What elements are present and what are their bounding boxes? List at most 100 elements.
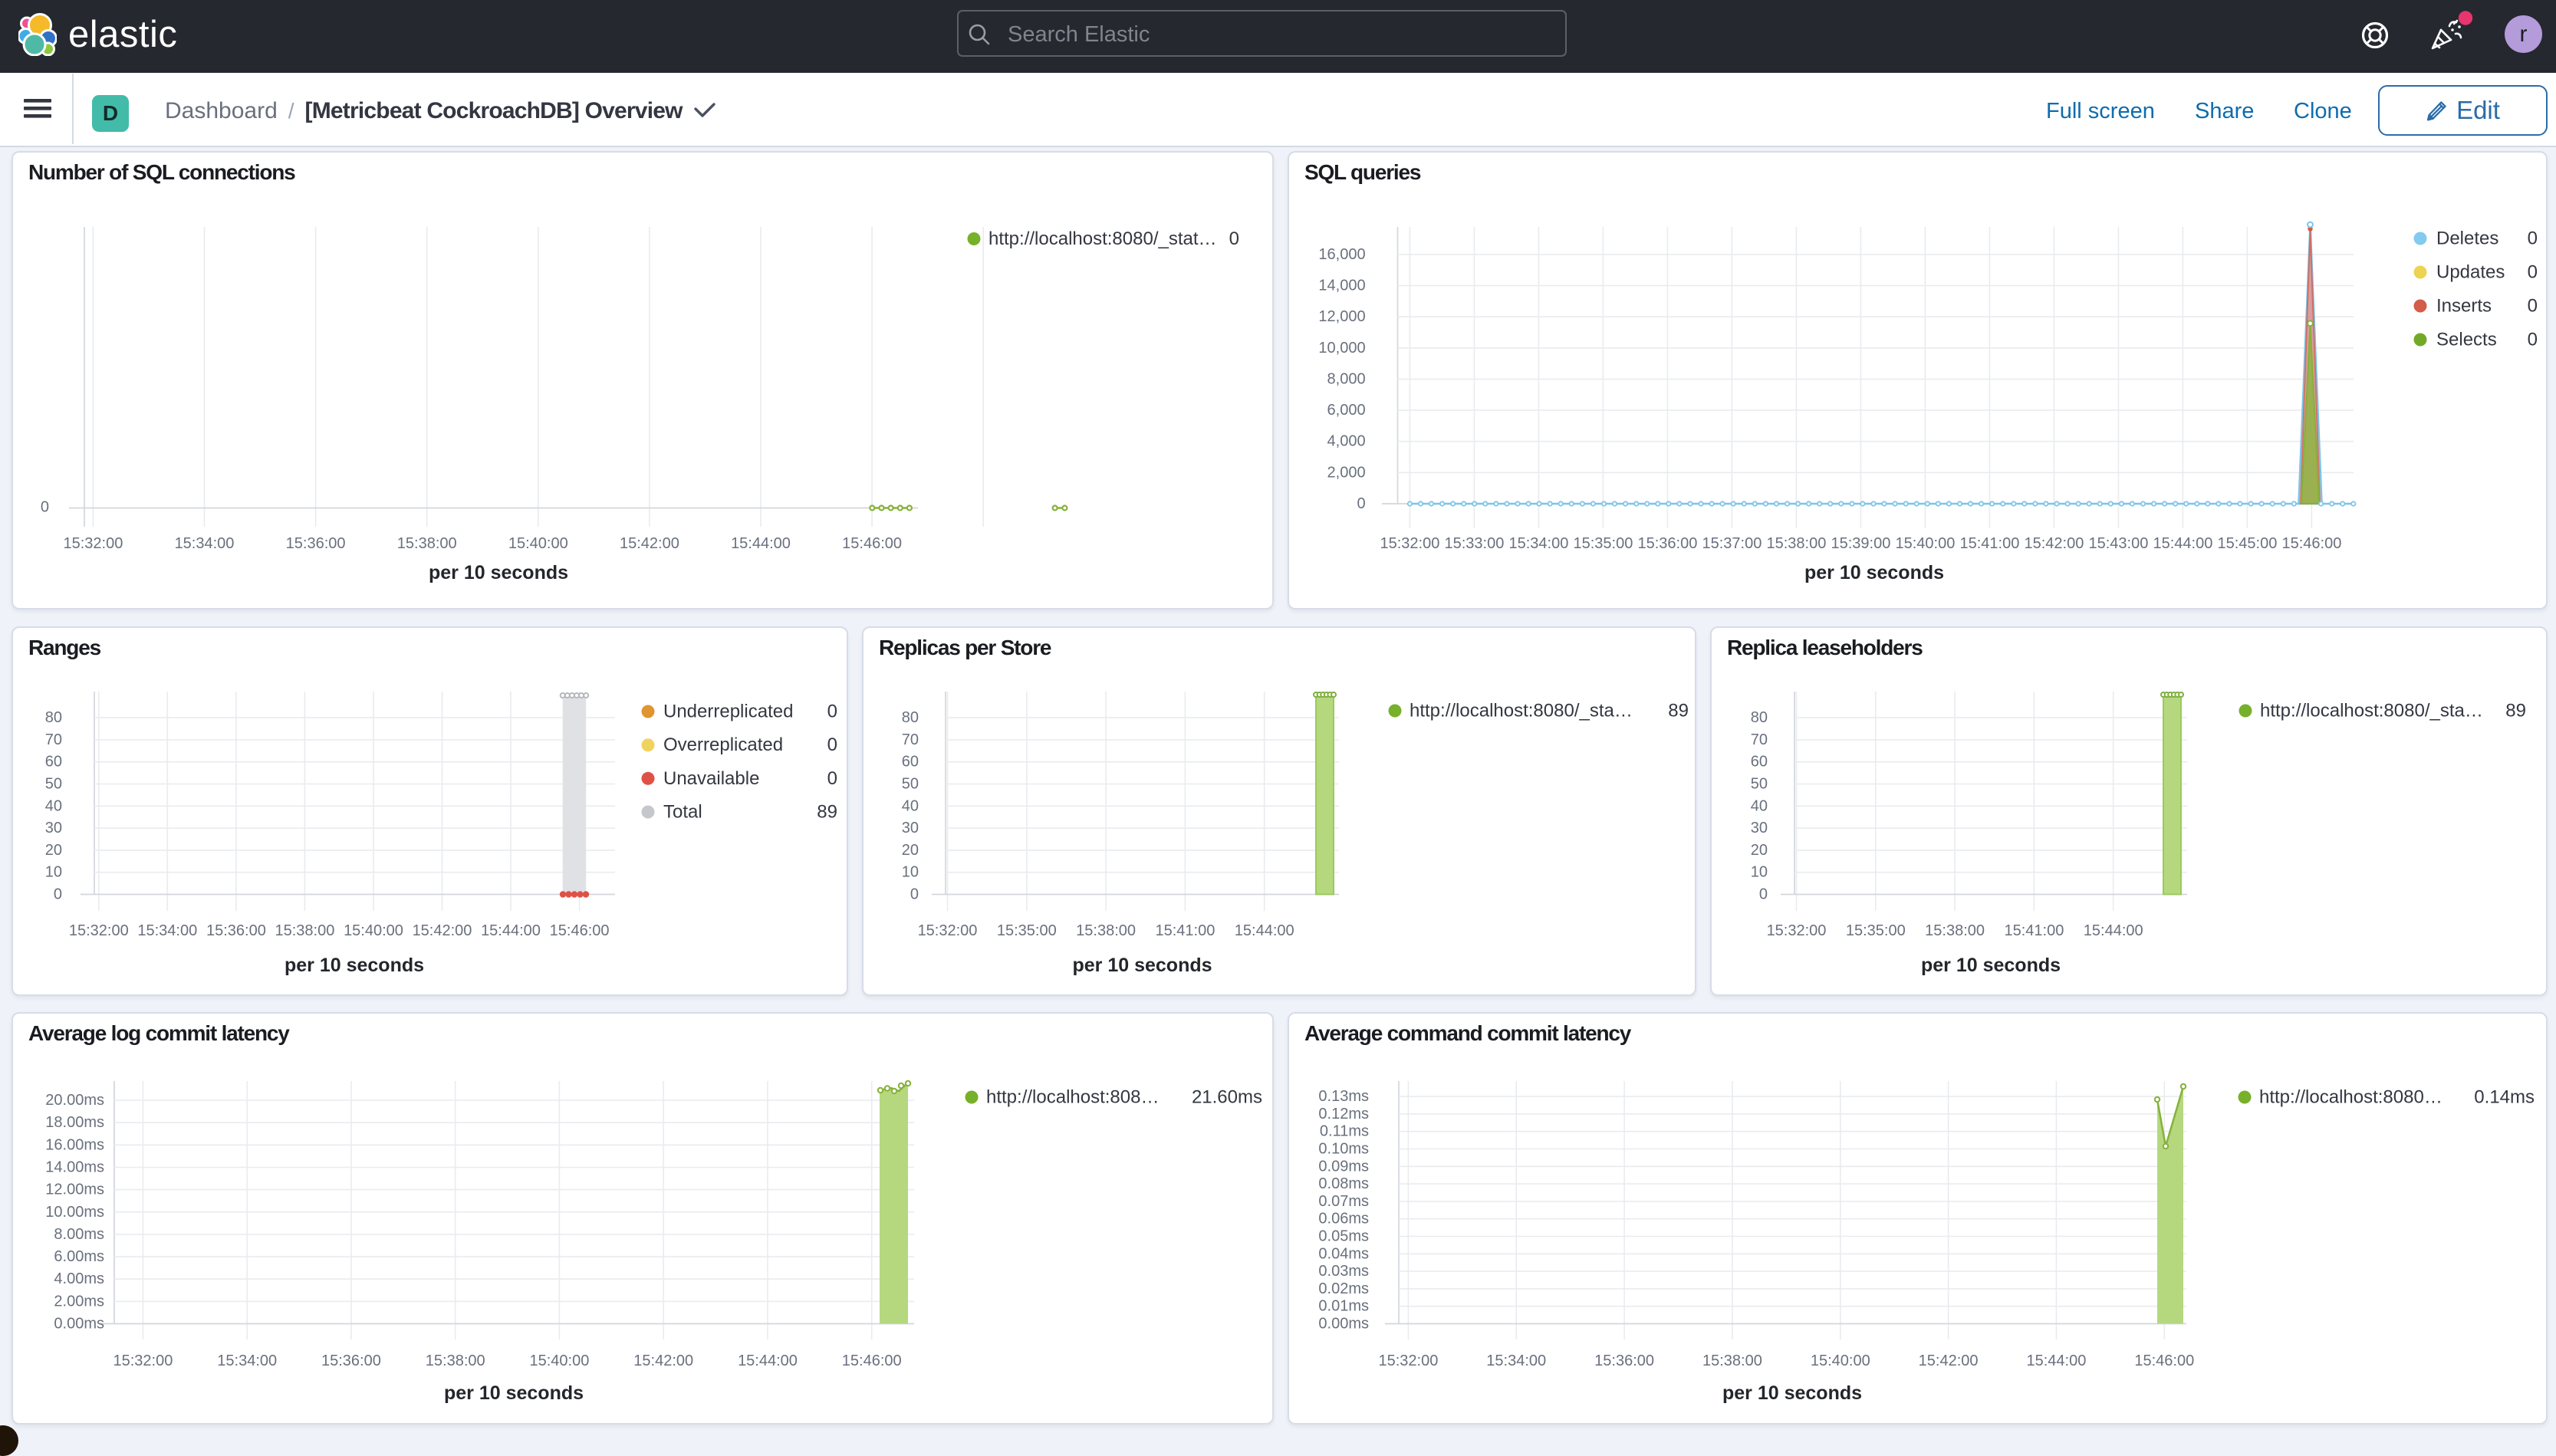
svg-text:30: 30 — [902, 820, 919, 836]
svg-text:15:35:00: 15:35:00 — [1573, 535, 1633, 552]
svg-text:15:35:00: 15:35:00 — [997, 922, 1057, 939]
svg-text:Selects: Selects — [2436, 330, 2497, 350]
svg-text:10: 10 — [45, 864, 62, 881]
svg-text:60: 60 — [902, 754, 919, 771]
svg-text:16,000: 16,000 — [1318, 246, 1365, 263]
svg-text:15:35:00: 15:35:00 — [1846, 922, 1906, 939]
svg-text:50: 50 — [1751, 776, 1768, 793]
svg-text:15:44:00: 15:44:00 — [2153, 535, 2212, 552]
svg-text:0: 0 — [1357, 495, 1365, 512]
svg-text:15:46:00: 15:46:00 — [550, 922, 610, 939]
svg-text:2,000: 2,000 — [1327, 464, 1366, 481]
svg-text:15:40:00: 15:40:00 — [344, 922, 403, 939]
svg-text:30: 30 — [1751, 820, 1768, 836]
svg-text:6,000: 6,000 — [1327, 402, 1366, 419]
svg-text:15:37:00: 15:37:00 — [1702, 535, 1762, 552]
svg-text:0: 0 — [827, 768, 837, 789]
svg-text:18.00ms: 18.00ms — [45, 1114, 104, 1131]
svg-text:12.00ms: 12.00ms — [45, 1182, 104, 1198]
svg-text:89: 89 — [1668, 701, 1689, 721]
svg-text:15:46:00: 15:46:00 — [842, 1352, 902, 1369]
svg-text:0.00ms: 0.00ms — [1318, 1316, 1369, 1333]
svg-text:15:44:00: 15:44:00 — [2084, 922, 2143, 939]
svg-text:15:44:00: 15:44:00 — [1235, 922, 1294, 939]
svg-text:15:36:00: 15:36:00 — [321, 1352, 381, 1369]
svg-text:0.13ms: 0.13ms — [1318, 1088, 1369, 1105]
svg-text:15:36:00: 15:36:00 — [1594, 1352, 1654, 1369]
svg-text:15:34:00: 15:34:00 — [1508, 535, 1568, 552]
svg-text:http://localhost:8080…: http://localhost:8080… — [2259, 1087, 2443, 1108]
svg-text:Updates: Updates — [2436, 262, 2505, 283]
svg-text:70: 70 — [45, 731, 62, 748]
svg-text:15:38:00: 15:38:00 — [1766, 535, 1826, 552]
svg-text:per 10 seconds: per 10 seconds — [1921, 955, 2061, 976]
svg-text:15:34:00: 15:34:00 — [137, 922, 197, 939]
svg-text:15:39:00: 15:39:00 — [1831, 535, 1890, 552]
svg-text:Inserts: Inserts — [2436, 296, 2492, 317]
svg-text:15:32:00: 15:32:00 — [1767, 922, 1827, 939]
svg-text:10,000: 10,000 — [1318, 340, 1365, 357]
svg-text:0.00ms: 0.00ms — [54, 1316, 104, 1333]
svg-text:15:38:00: 15:38:00 — [426, 1352, 485, 1369]
svg-text:15:42:00: 15:42:00 — [620, 535, 679, 552]
svg-text:Underreplicated: Underreplicated — [663, 702, 793, 722]
svg-text:per 10 seconds: per 10 seconds — [285, 955, 424, 976]
svg-text:2.00ms: 2.00ms — [54, 1293, 104, 1310]
svg-text:15:38:00: 15:38:00 — [1702, 1352, 1762, 1369]
svg-text:http://localhost:808…: http://localhost:808… — [986, 1087, 1159, 1108]
svg-text:40: 40 — [45, 797, 62, 814]
svg-text:15:42:00: 15:42:00 — [413, 922, 472, 939]
svg-text:30: 30 — [45, 820, 62, 836]
svg-text:15:38:00: 15:38:00 — [1076, 922, 1136, 939]
svg-text:15:45:00: 15:45:00 — [2217, 535, 2277, 552]
svg-text:15:38:00: 15:38:00 — [275, 922, 334, 939]
svg-text:8.00ms: 8.00ms — [54, 1226, 104, 1243]
svg-text:80: 80 — [902, 709, 919, 726]
svg-text:15:36:00: 15:36:00 — [206, 922, 266, 939]
svg-text:Overreplicated: Overreplicated — [663, 735, 783, 755]
svg-text:0.04ms: 0.04ms — [1318, 1245, 1369, 1262]
svg-text:15:42:00: 15:42:00 — [2024, 535, 2084, 552]
svg-text:8,000: 8,000 — [1327, 370, 1366, 387]
svg-text:60: 60 — [45, 754, 62, 771]
svg-text:10: 10 — [902, 864, 919, 881]
svg-text:0: 0 — [1229, 228, 1239, 249]
svg-text:15:46:00: 15:46:00 — [2281, 535, 2341, 552]
svg-text:per 10 seconds: per 10 seconds — [429, 562, 568, 583]
svg-text:20: 20 — [1751, 842, 1768, 859]
svg-text:80: 80 — [45, 709, 62, 726]
svg-text:0.06ms: 0.06ms — [1318, 1211, 1369, 1228]
svg-text:4.00ms: 4.00ms — [54, 1270, 104, 1287]
svg-text:14,000: 14,000 — [1318, 278, 1365, 294]
svg-text:89: 89 — [817, 802, 837, 823]
svg-text:12,000: 12,000 — [1318, 308, 1365, 325]
svg-text:per 10 seconds: per 10 seconds — [1072, 955, 1212, 976]
svg-text:15:36:00: 15:36:00 — [1637, 535, 1697, 552]
svg-text:15:36:00: 15:36:00 — [286, 535, 346, 552]
svg-text:per 10 seconds: per 10 seconds — [1804, 562, 1944, 583]
svg-text:16.00ms: 16.00ms — [45, 1136, 104, 1153]
svg-text:89: 89 — [2505, 701, 2526, 721]
svg-text:15:32:00: 15:32:00 — [918, 922, 978, 939]
svg-text:0.02ms: 0.02ms — [1318, 1280, 1369, 1297]
svg-text:80: 80 — [1751, 709, 1768, 726]
svg-text:15:42:00: 15:42:00 — [633, 1352, 693, 1369]
svg-text:15:44:00: 15:44:00 — [2026, 1352, 2086, 1369]
svg-text:15:41:00: 15:41:00 — [1155, 922, 1215, 939]
svg-text:15:40:00: 15:40:00 — [1895, 535, 1955, 552]
svg-text:15:34:00: 15:34:00 — [217, 1352, 277, 1369]
svg-text:Total: Total — [663, 802, 702, 823]
svg-text:15:42:00: 15:42:00 — [1919, 1352, 1979, 1369]
svg-text:per 10 seconds: per 10 seconds — [1722, 1382, 1862, 1404]
svg-text:20: 20 — [902, 842, 919, 859]
svg-text:70: 70 — [1751, 731, 1768, 748]
svg-text:15:40:00: 15:40:00 — [529, 1352, 589, 1369]
svg-text:0.10ms: 0.10ms — [1318, 1141, 1369, 1158]
svg-text:0.12ms: 0.12ms — [1318, 1106, 1369, 1122]
svg-text:0: 0 — [2528, 262, 2538, 283]
svg-text:60: 60 — [1751, 754, 1768, 771]
svg-text:15:34:00: 15:34:00 — [175, 535, 235, 552]
svg-text:6.00ms: 6.00ms — [54, 1248, 104, 1265]
svg-text:0: 0 — [2528, 228, 2538, 249]
svg-text:15:32:00: 15:32:00 — [1380, 535, 1439, 552]
